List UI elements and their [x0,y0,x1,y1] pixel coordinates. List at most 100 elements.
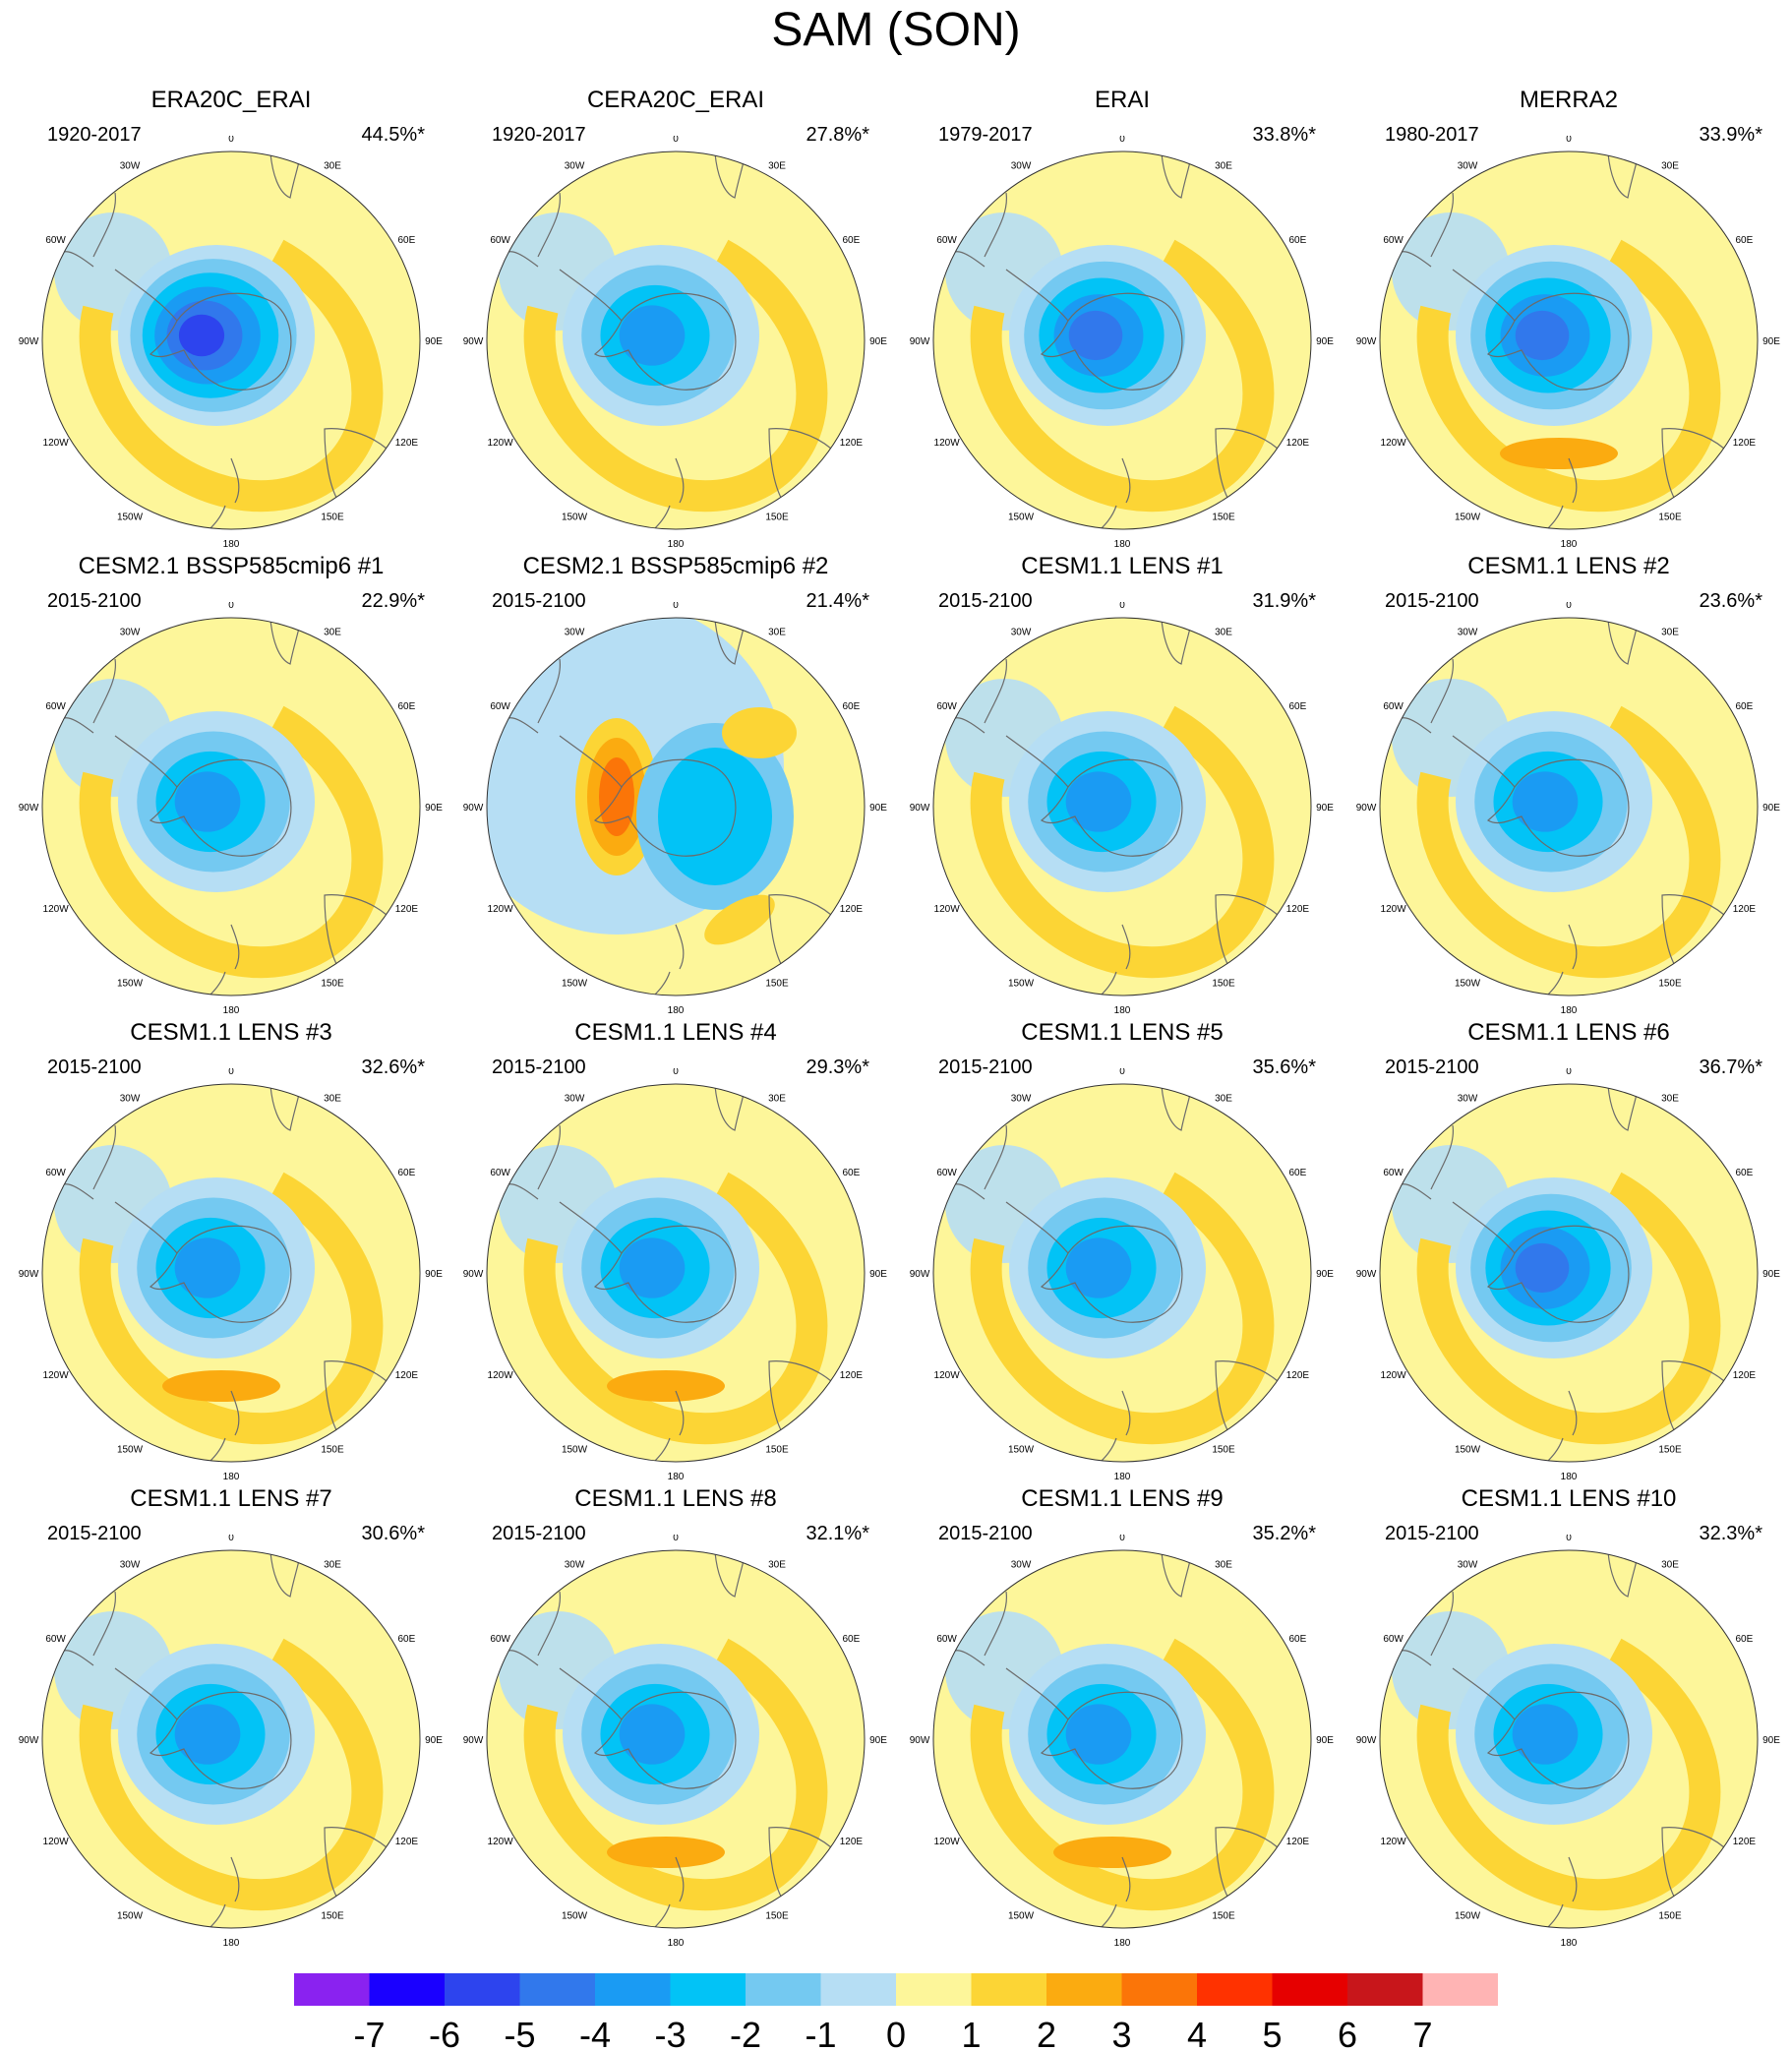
longitude-label: 30W [565,1560,585,1571]
positive-ring [970,217,1275,513]
positive-ring [1416,217,1721,513]
longitude-label: 0 [673,1535,679,1543]
panel-variance: 32.3%* [1699,1523,1763,1544]
polar-map: 0 30E 60E 90E 120E 150E 180 150W 120W 90W 60W 30W [463,136,888,549]
longitude-label: 0 [1119,1535,1125,1543]
contour-field [1380,1550,1758,1928]
longitude-label: 150W [117,1444,144,1455]
map-panel: CESM1.1 LENS #8 2015-2100 32.1%* 0 30E 60E 90E… [454,1485,897,1948]
longitude-label: 150E [1212,978,1235,989]
contour-field [487,1550,865,1928]
map-frame [1379,617,1759,996]
longitude-label: 60W [936,701,957,712]
antarctic-peninsula [559,1667,623,1720]
longitude-label: 150W [1455,1444,1481,1455]
positive-core [1053,1837,1171,1868]
antarctica-coastline [1486,1225,1630,1323]
longitude-label: 150E [1658,1910,1682,1921]
antarctica-coastline [1040,758,1183,857]
longitude-label: 60E [843,1168,861,1178]
positive-ring [1416,1150,1721,1445]
longitude-label: 120E [840,904,864,915]
polar-map: 0 30E 60E 90E 120E 150E 180 150W 120W 90W 60W 30W [19,1068,444,1481]
longitude-label: 120W [1381,1370,1407,1381]
longitude-label: 60W [936,1634,957,1645]
panel-title: CESM2.1 BSSP585cmip6 #2 [522,553,829,579]
panel-variance: 36.7%* [1699,1056,1763,1078]
longitude-label: 60W [1383,1634,1404,1645]
longitude-label: 30W [565,161,585,172]
longitude-label: 90E [1762,1269,1780,1280]
longitude-label: 180 [668,1005,685,1015]
contour-field [933,618,1311,995]
longitude-label: 150W [1455,978,1481,989]
longitude-label: 180 [223,1005,240,1015]
longitude-label: 60W [936,235,957,246]
panel-title: CESM1.1 LENS #7 [130,1485,332,1512]
longitude-label: 60W [1383,1168,1404,1178]
colorbar-tick-label: -7 [353,2015,385,2051]
longitude-label: 150W [117,1910,144,1921]
antarctic-peninsula [559,735,623,788]
contour-field [1380,151,1758,529]
longitude-label: 180 [223,1938,240,1948]
colorbar-swatch [1272,1973,1347,2006]
positive-ring [1416,684,1721,979]
longitude-label: 0 [228,136,234,145]
panel-title: CESM1.1 LENS #1 [1021,553,1224,579]
longitude-label: 90W [1356,1269,1377,1280]
map-panel: CESM1.1 LENS #9 2015-2100 35.2%* 0 30E 60E 90E… [901,1485,1344,1948]
map-panel: CESM1.1 LENS #4 2015-2100 29.3%* 0 30E 60E 90E… [454,1019,897,1481]
longitude-label: 150E [321,1444,344,1455]
polar-map: 0 30E 60E 90E 120E 150E 180 150W 120W 90W 60W 30W [1356,602,1781,1015]
negative-contour [1065,1237,1132,1298]
panel-period: 2015-2100 [1385,590,1479,612]
antarctica-coastline [149,1225,292,1323]
longitude-label: 90W [463,1735,484,1746]
longitude-label: 150E [321,512,344,522]
positive-core [162,1370,280,1402]
antarctica-coastline [1486,292,1630,391]
longitude-label: 30W [1458,1094,1478,1105]
colorbar-tick-label: 2 [1037,2015,1056,2051]
antarctic-peninsula [1005,735,1069,788]
polar-map: 0 30E 60E 90E 120E 150E 180 150W 120W 90W 60W 30W [463,1535,888,1948]
colorbar-swatch [971,1973,1046,2006]
longitude-label: 90W [463,336,484,347]
panel-period: 2015-2100 [1385,1523,1479,1544]
longitude-label: 120W [43,904,70,915]
contour-field [933,151,1311,529]
longitude-label: 30E [768,1094,786,1105]
longitude-label: 120W [488,438,514,449]
positive-ring [523,1616,828,1911]
contour-field [487,1084,865,1462]
longitude-label: 0 [1119,136,1125,145]
polar-map: 0 30E 60E 90E 120E 150E 180 150W 120W 90W 60W 30W [1356,1068,1781,1481]
longitude-label: 30E [324,161,341,172]
longitude-label: 150W [1455,512,1481,522]
longitude-label: 60E [1289,1168,1307,1178]
longitude-label: 30E [1661,161,1679,172]
longitude-label: 150W [1008,512,1035,522]
longitude-label: 150E [765,1910,789,1921]
longitude-label: 120W [934,438,961,449]
map-frame [41,1549,421,1929]
colorbar-swatch [896,1973,972,2006]
longitude-label: 150E [1658,1444,1682,1455]
colorbar-swatch [445,1973,520,2006]
colorbar-tick-label: -2 [730,2015,761,2051]
longitude-label: 120W [1381,438,1407,449]
antarctic-peninsula [1005,1667,1069,1720]
negative-contour [619,1704,686,1765]
antarctica-coastline [1040,1225,1183,1323]
panel-title: CESM1.1 LENS #6 [1467,1019,1670,1046]
longitude-label: 60W [45,235,66,246]
longitude-label: 30W [1458,628,1478,638]
longitude-label: 30E [324,1094,341,1105]
longitude-label: 30E [1215,1560,1232,1571]
negative-contour [1512,1704,1579,1765]
positive-ring [970,1616,1275,1911]
colorbar-tick-label: 5 [1262,2015,1282,2051]
panel-period: 2015-2100 [938,1056,1033,1078]
colorbar-tick-label: 7 [1412,2015,1432,2051]
